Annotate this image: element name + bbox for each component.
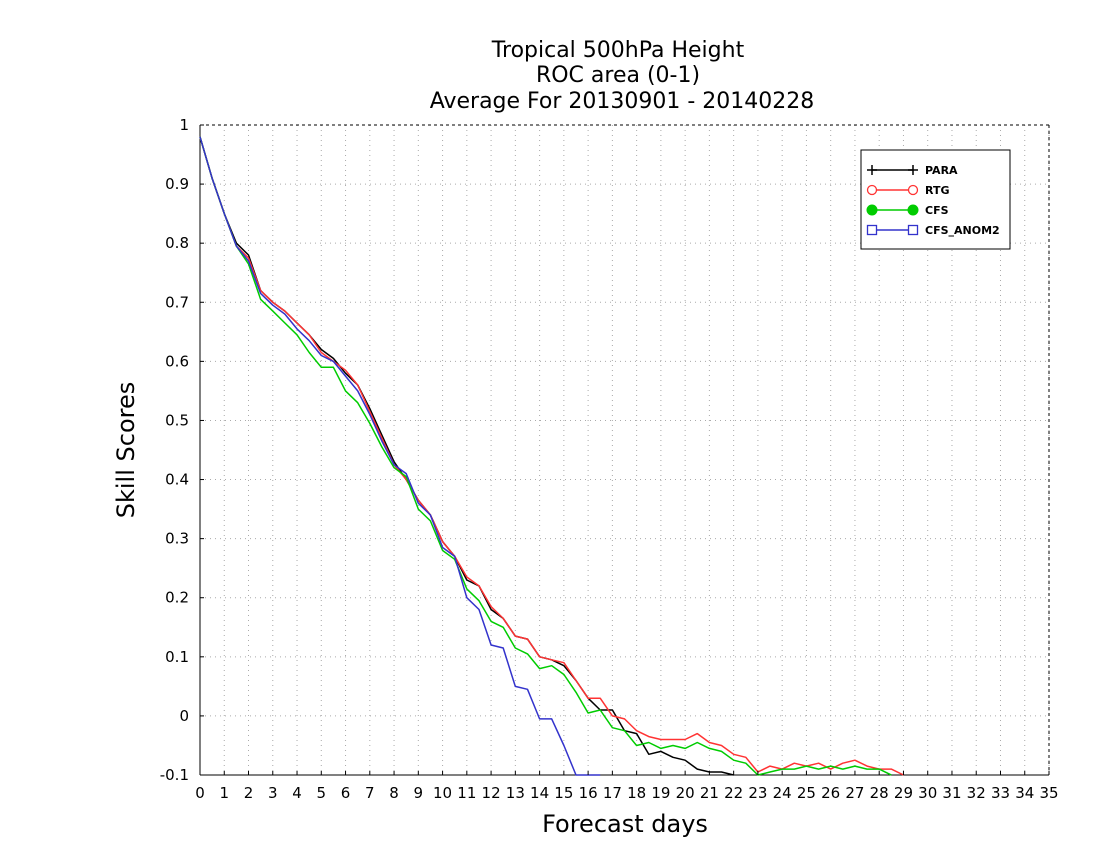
y-tick-label: 0.7: [165, 293, 189, 311]
legend-marker-circle-icon: [866, 184, 878, 196]
chart-title-line-3: Average For 20130901 - 20140228: [430, 89, 815, 114]
legend-box: [860, 149, 1011, 250]
legend-item-cfs-anom2: CFS_ANOM2: [866, 224, 1000, 237]
y-tick-label: 0.8: [165, 234, 189, 252]
legend-item-rtg: RTG: [866, 184, 950, 197]
x-tick-label: 29: [894, 784, 913, 802]
y-tick-label: 0.1: [165, 648, 189, 666]
x-tick-label: 4: [292, 784, 302, 802]
y-tick-label: 0.5: [165, 411, 189, 429]
y-tick-label: 0: [179, 707, 189, 725]
x-tick-label: 0: [195, 784, 205, 802]
x-tick-label: 19: [651, 784, 670, 802]
y-tick-label: 0.3: [165, 530, 189, 548]
legend-marker-plus-icon: [867, 165, 877, 175]
x-tick-label: 21: [700, 784, 719, 802]
x-tick-label: 20: [676, 784, 695, 802]
legend-label: PARA: [925, 164, 958, 177]
x-tick-label: 7: [365, 784, 375, 802]
legend-marker-filled-circle-icon: [866, 204, 878, 216]
y-tick-label: 1: [179, 116, 189, 134]
legend-label: RTG: [925, 184, 950, 197]
x-tick-label: 2: [244, 784, 254, 802]
series-line-cfs-anom2: [199, 136, 601, 776]
series-layer: [199, 136, 904, 776]
x-tick-label: 17: [603, 784, 622, 802]
legend-marker-square-icon: [907, 224, 919, 236]
x-tick-label: 15: [554, 784, 573, 802]
legend-item-cfs: CFS: [866, 204, 949, 217]
x-tick-label: 1: [219, 784, 229, 802]
chart-title-line-2: ROC area (0-1): [536, 63, 700, 88]
legend: PARA RTG CFS CFS_ANOM2: [860, 149, 1011, 250]
legend-marker-filled-circle-icon: [907, 204, 919, 216]
x-tick-label: 18: [627, 784, 646, 802]
x-tick-label: 31: [942, 784, 961, 802]
x-tick-label: 34: [1015, 784, 1034, 802]
x-tick-label: 28: [870, 784, 889, 802]
x-tick-label: 24: [773, 784, 792, 802]
series-line-cfs: [199, 136, 892, 776]
x-tick-label: 3: [268, 784, 278, 802]
x-tick-label: 35: [1039, 784, 1058, 802]
x-axis-ticks: 0 1 2 3 4 5 6 7 8 9 10 11 12 13 14 15 16 17 18 19 20 21 22 23 24…: [195, 771, 1059, 802]
x-tick-label: 13: [506, 784, 525, 802]
x-tick-label: 6: [341, 784, 351, 802]
y-tick-label: 0.2: [165, 589, 189, 607]
legend-label: CFS: [925, 204, 949, 217]
y-axis-title: Skill Scores: [112, 382, 140, 519]
chart-title-line-1: Tropical 500hPa Height: [491, 38, 745, 63]
x-tick-label: 27: [845, 784, 864, 802]
y-tick-label: 0.6: [165, 352, 189, 370]
x-tick-label: 16: [579, 784, 598, 802]
x-tick-label: 30: [918, 784, 937, 802]
legend-marker-square-icon: [866, 224, 878, 236]
x-tick-label: 5: [317, 784, 327, 802]
grid-lines: [200, 125, 1050, 775]
y-axis-ticks: -0.1 0 0.1 0.2 0.3 0.4 0.5 0.6 0.7 0.8 0.9 1: [160, 116, 204, 784]
x-tick-label: 23: [748, 784, 767, 802]
plot-frame: [199, 124, 1050, 776]
x-axis-title: Forecast days: [542, 810, 708, 838]
x-tick-label: 25: [797, 784, 816, 802]
legend-item-para: PARA: [867, 164, 958, 177]
x-tick-label: 10: [433, 784, 452, 802]
x-tick-label: 22: [724, 784, 743, 802]
x-tick-label: 9: [414, 784, 424, 802]
x-tick-label: 32: [967, 784, 986, 802]
x-tick-label: 12: [482, 784, 501, 802]
x-tick-label: 26: [821, 784, 840, 802]
legend-marker-circle-icon: [907, 184, 919, 196]
legend-label: CFS_ANOM2: [925, 224, 1000, 237]
y-tick-label: 0.9: [165, 175, 189, 193]
series-line-rtg: [199, 136, 904, 776]
y-tick-label: 0.4: [165, 471, 189, 489]
x-tick-label: 11: [457, 784, 476, 802]
x-tick-label: 33: [991, 784, 1010, 802]
x-tick-label: 14: [530, 784, 549, 802]
legend-marker-plus-icon: [908, 165, 918, 175]
y-tick-label: -0.1: [160, 766, 189, 784]
x-tick-label: 8: [389, 784, 399, 802]
